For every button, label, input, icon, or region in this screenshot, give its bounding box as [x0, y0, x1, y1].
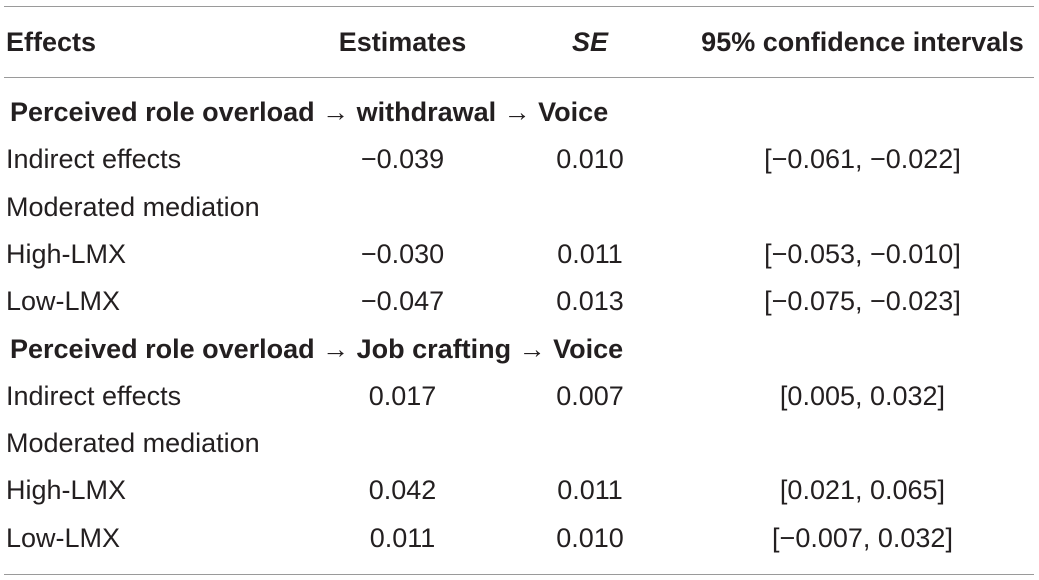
header-ci: 95% confidence intervals — [701, 27, 1024, 57]
row-effect: Moderated mediation — [6, 428, 260, 458]
section-title: Perceived role overload → Job crafting →… — [10, 334, 624, 364]
row-se: 0.007 — [556, 381, 624, 411]
row-effect: Indirect effects — [6, 144, 182, 174]
table-bottom-rule — [4, 574, 1034, 575]
row-se: 0.010 — [556, 523, 624, 553]
row-ci: [0.005, 0.032] — [779, 381, 946, 411]
row-se: 0.011 — [557, 475, 623, 505]
row-se: 0.013 — [556, 286, 624, 316]
row-estimate: −0.047 — [360, 286, 445, 316]
row-se: 0.011 — [557, 239, 623, 269]
row-se: 0.010 — [556, 144, 624, 174]
row-ci: [−0.075, −0.023] — [764, 286, 961, 316]
table-top-rule — [4, 6, 1034, 7]
row-estimate: 0.011 — [369, 523, 436, 553]
row-effect: High-LMX — [6, 475, 127, 505]
row-effect: Moderated mediation — [6, 192, 260, 222]
header-effects: Effects — [6, 27, 97, 57]
header-rule — [4, 77, 1034, 78]
row-ci: [−0.061, −0.022] — [764, 144, 961, 174]
row-effect: Low-LMX — [6, 286, 121, 316]
header-se: SE — [571, 27, 609, 57]
row-effect: High-LMX — [6, 239, 127, 269]
row-estimate: −0.030 — [360, 239, 445, 269]
row-estimate: −0.039 — [360, 144, 445, 174]
row-effect: Low-LMX — [6, 523, 121, 553]
row-effect: Indirect effects — [6, 381, 182, 411]
row-ci: [0.021, 0.065] — [779, 475, 946, 505]
row-estimate: 0.017 — [368, 381, 437, 411]
row-estimate: 0.042 — [368, 475, 437, 505]
row-ci: [−0.007, 0.032] — [772, 523, 953, 553]
row-ci: [−0.053, −0.010] — [764, 239, 961, 269]
section-title: Perceived role overload → withdrawal → V… — [10, 97, 609, 127]
header-estimates: Estimates — [338, 27, 467, 57]
